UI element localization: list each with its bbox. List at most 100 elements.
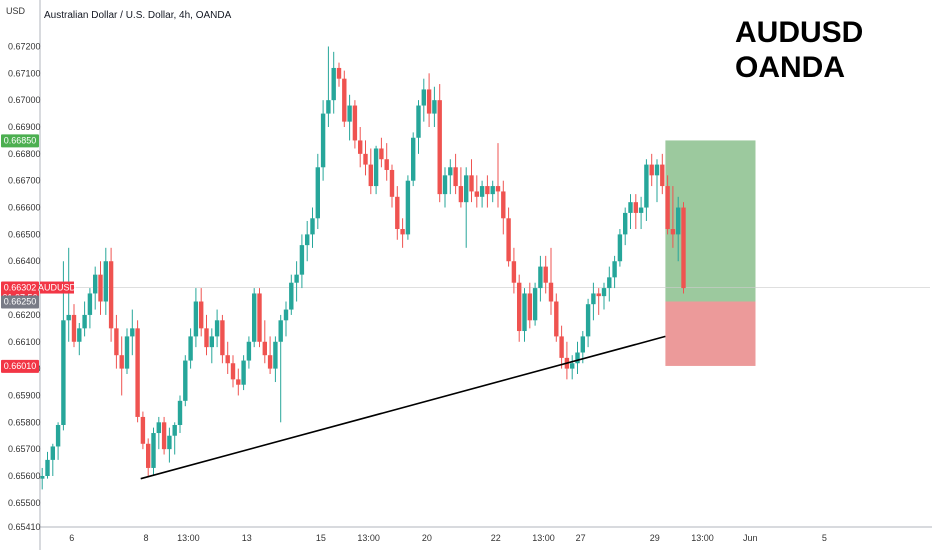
candle[interactable]	[267, 336, 273, 374]
candle[interactable]	[665, 175, 670, 235]
candle[interactable]	[585, 298, 591, 348]
candle[interactable]	[389, 164, 395, 208]
candle[interactable]	[591, 282, 596, 321]
candle[interactable]	[172, 422, 177, 455]
candle[interactable]	[543, 255, 548, 294]
candle[interactable]	[220, 314, 225, 364]
candle[interactable]	[368, 148, 373, 195]
candle[interactable]	[485, 175, 490, 208]
candle[interactable]	[167, 427, 172, 463]
candle[interactable]	[607, 266, 612, 302]
candle[interactable]	[273, 336, 278, 383]
candle[interactable]	[183, 355, 188, 407]
time-axis[interactable]: 6 8 13:00 13 15 13:00 20 22 13:00 27 29 13:00 Jun 5	[69, 533, 827, 543]
candle[interactable]	[395, 186, 400, 240]
candle[interactable]	[358, 127, 363, 168]
candle[interactable]	[124, 328, 130, 374]
candle[interactable]	[617, 229, 623, 267]
candle[interactable]	[40, 467, 45, 490]
candle[interactable]	[347, 94, 352, 141]
candle[interactable]	[230, 355, 236, 388]
candle[interactable]	[130, 309, 135, 356]
candle[interactable]	[246, 336, 252, 369]
candle[interactable]	[612, 255, 617, 289]
candle[interactable]	[262, 320, 267, 364]
candle[interactable]	[241, 355, 246, 391]
candle[interactable]	[453, 153, 458, 195]
candle[interactable]	[320, 100, 326, 181]
candle[interactable]	[426, 73, 432, 128]
candle[interactable]	[146, 438, 151, 476]
candle[interactable]	[649, 153, 654, 187]
candle[interactable]	[379, 137, 384, 168]
candle[interactable]	[469, 159, 474, 203]
candle[interactable]	[119, 336, 124, 396]
candle[interactable]	[559, 325, 564, 369]
candle[interactable]	[283, 301, 289, 337]
candle[interactable]	[400, 218, 405, 248]
candle[interactable]	[363, 140, 368, 176]
candle[interactable]	[55, 422, 61, 460]
candle[interactable]	[114, 314, 119, 369]
candle[interactable]	[464, 167, 469, 248]
candle[interactable]	[527, 282, 532, 329]
candle[interactable]	[225, 341, 230, 374]
candle[interactable]	[45, 451, 50, 479]
candle[interactable]	[623, 207, 628, 246]
candle[interactable]	[676, 196, 681, 262]
candle[interactable]	[214, 309, 220, 348]
candle[interactable]	[278, 314, 283, 423]
candle[interactable]	[654, 159, 660, 203]
candle[interactable]	[416, 100, 421, 154]
candle[interactable]	[199, 288, 204, 337]
candle[interactable]	[257, 288, 262, 348]
candle[interactable]	[506, 207, 511, 267]
candle[interactable]	[71, 304, 77, 348]
candle[interactable]	[517, 274, 522, 342]
candle[interactable]	[432, 86, 437, 128]
candle[interactable]	[161, 416, 167, 455]
candle[interactable]	[628, 194, 633, 230]
candle[interactable]	[681, 202, 686, 294]
candle[interactable]	[384, 143, 389, 181]
candle[interactable]	[188, 328, 193, 369]
candle[interactable]	[554, 293, 559, 342]
candle[interactable]	[177, 395, 183, 434]
candle[interactable]	[294, 261, 299, 302]
support-trendline[interactable]	[140, 335, 666, 480]
candle[interactable]	[103, 247, 108, 315]
candle[interactable]	[660, 153, 665, 195]
candle[interactable]	[538, 255, 543, 302]
candle[interactable]	[511, 247, 517, 294]
trendline[interactable]	[140, 335, 666, 480]
candle[interactable]	[87, 288, 93, 329]
candle[interactable]	[236, 368, 241, 396]
candle[interactable]	[437, 84, 442, 203]
candle[interactable]	[98, 261, 103, 315]
candle[interactable]	[421, 78, 426, 122]
candle[interactable]	[548, 247, 554, 315]
candle[interactable]	[373, 145, 379, 195]
candle[interactable]	[522, 288, 527, 342]
candle[interactable]	[108, 247, 114, 342]
candle[interactable]	[495, 143, 501, 208]
candle[interactable]	[564, 341, 570, 380]
candle[interactable]	[209, 328, 214, 364]
candle[interactable]	[252, 288, 257, 348]
candle[interactable]	[204, 314, 209, 356]
candle[interactable]	[644, 159, 649, 221]
candle[interactable]	[501, 180, 506, 235]
candle[interactable]	[336, 62, 342, 87]
candle[interactable]	[140, 411, 146, 450]
candle[interactable]	[331, 51, 336, 114]
candle[interactable]	[532, 282, 538, 326]
candle[interactable]	[442, 167, 448, 208]
candle[interactable]	[638, 196, 644, 230]
profit-zone[interactable]	[665, 140, 756, 302]
candle[interactable]	[633, 194, 638, 230]
candle[interactable]	[299, 234, 305, 289]
candle[interactable]	[670, 186, 676, 248]
candle[interactable]	[310, 207, 315, 248]
candle[interactable]	[596, 288, 601, 315]
